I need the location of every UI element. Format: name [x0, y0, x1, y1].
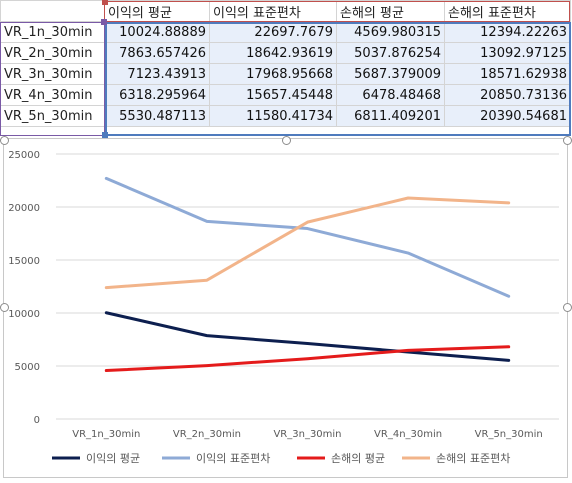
resize-handle[interactable]	[563, 136, 572, 145]
chart-area[interactable]: 0 5000 10000 15000 20000 25000 VR_1n_30min VR_…	[3, 138, 568, 478]
y-tick-label: 5000	[15, 362, 40, 373]
table-cell[interactable]: 10024.88889	[104, 21, 210, 43]
table-row: VR_1n_30min 10024.88889 22697.7679 4569.…	[0, 21, 571, 43]
series-line[interactable]	[104, 345, 511, 373]
table-cell[interactable]: 5530.487113	[104, 105, 210, 127]
table-cell[interactable]: 13092.97125	[444, 42, 571, 64]
y-tick-label: 25000	[8, 150, 40, 161]
row-label[interactable]: VR_4n_30min	[0, 84, 105, 106]
table-cell[interactable]: 17968.95668	[209, 63, 337, 85]
spreadsheet-range: 이익의 평균 이익의 표준편차 손해의 평균 손해의 표준편차 VR_1n_30…	[0, 0, 572, 138]
row-label[interactable]: VR_2n_30min	[0, 42, 105, 64]
resize-handle[interactable]	[0, 136, 9, 145]
legend-label[interactable]: 이익의 평균	[86, 452, 140, 465]
column-header[interactable]: 손해의 평균	[336, 0, 445, 22]
column-header[interactable]: 이익의 평균	[104, 0, 210, 22]
y-axis-labels: 0 5000 10000 15000 20000 25000	[8, 150, 40, 426]
table-row: VR_5n_30min 5530.487113 11580.41734 6811…	[0, 105, 571, 127]
header-row: 이익의 평균 이익의 표준편차 손해의 평균 손해의 표준편차	[0, 0, 571, 22]
x-tick-label: VR_3n_30min	[273, 429, 341, 440]
table-cell[interactable]: 5687.379009	[336, 63, 445, 85]
x-tick-label: VR_4n_30min	[374, 429, 442, 440]
legend: 이익의 평균 이익의 표준편차 손해의 평균 손해의 표준편차	[52, 451, 510, 465]
x-axis-labels: VR_1n_30min VR_2n_30min VR_3n_30min VR_4n_3…	[72, 429, 542, 440]
column-header[interactable]: 이익의 표준편차	[209, 0, 337, 22]
table-row: VR_4n_30min 6318.295964 15657.45448 6478…	[0, 84, 571, 106]
table-cell[interactable]: 6478.48468	[336, 84, 445, 106]
table-cell[interactable]: 22697.7679	[209, 21, 337, 43]
table-cell[interactable]: 20850.73136	[444, 84, 571, 106]
table-cell[interactable]: 5037.876254	[336, 42, 445, 64]
resize-handle[interactable]	[0, 303, 9, 312]
table-cell[interactable]: 4569.980315	[336, 21, 445, 43]
series-lines	[104, 176, 511, 373]
table-row: VR_2n_30min 7863.657426 18642.93619 5037…	[0, 42, 571, 64]
x-tick-label: VR_5n_30min	[475, 429, 543, 440]
corner-cell[interactable]	[0, 0, 105, 22]
table-cell[interactable]: 15657.45448	[209, 84, 337, 106]
y-tick-label: 20000	[8, 203, 40, 214]
table-cell[interactable]: 20390.54681	[444, 105, 571, 127]
legend-label[interactable]: 손해의 평균	[331, 451, 385, 465]
table-cell[interactable]: 18571.62938	[444, 63, 571, 85]
table-cell[interactable]: 11580.41734	[209, 105, 337, 127]
row-label[interactable]: VR_5n_30min	[0, 105, 105, 127]
series-line[interactable]	[104, 311, 511, 362]
resize-handle[interactable]	[282, 136, 291, 145]
range-handle[interactable]	[102, 0, 108, 5]
table-cell[interactable]: 7863.657426	[104, 42, 210, 64]
x-tick-label: VR_1n_30min	[72, 429, 140, 440]
gridlines	[56, 153, 559, 420]
table-row: VR_3n_30min 7123.43913 17968.95668 5687.…	[0, 63, 571, 85]
column-header[interactable]: 손해의 표준편차	[444, 0, 571, 22]
series-line[interactable]	[104, 196, 511, 290]
series-line[interactable]	[104, 176, 511, 298]
y-tick-label: 10000	[8, 309, 40, 320]
row-label[interactable]: VR_1n_30min	[0, 21, 105, 43]
table-cell[interactable]: 12394.22263	[444, 21, 571, 43]
range-handle[interactable]	[101, 19, 107, 25]
resize-handle[interactable]	[563, 303, 572, 312]
y-tick-label: 0	[34, 415, 40, 426]
row-label[interactable]: VR_3n_30min	[0, 63, 105, 85]
y-tick-label: 15000	[8, 256, 40, 267]
table-cell[interactable]: 7123.43913	[104, 63, 210, 85]
x-tick-label: VR_2n_30min	[173, 429, 241, 440]
range-handle[interactable]	[102, 132, 108, 138]
legend-label[interactable]: 손해의 표준편차	[436, 451, 510, 465]
data-table: 이익의 평균 이익의 표준편차 손해의 평균 손해의 표준편차 VR_1n_30…	[0, 0, 571, 127]
legend-label[interactable]: 이익의 표준편차	[196, 452, 270, 465]
table-cell[interactable]: 18642.93619	[209, 42, 337, 64]
table-cell[interactable]: 6318.295964	[104, 84, 210, 106]
table-cell[interactable]: 6811.409201	[336, 105, 445, 127]
